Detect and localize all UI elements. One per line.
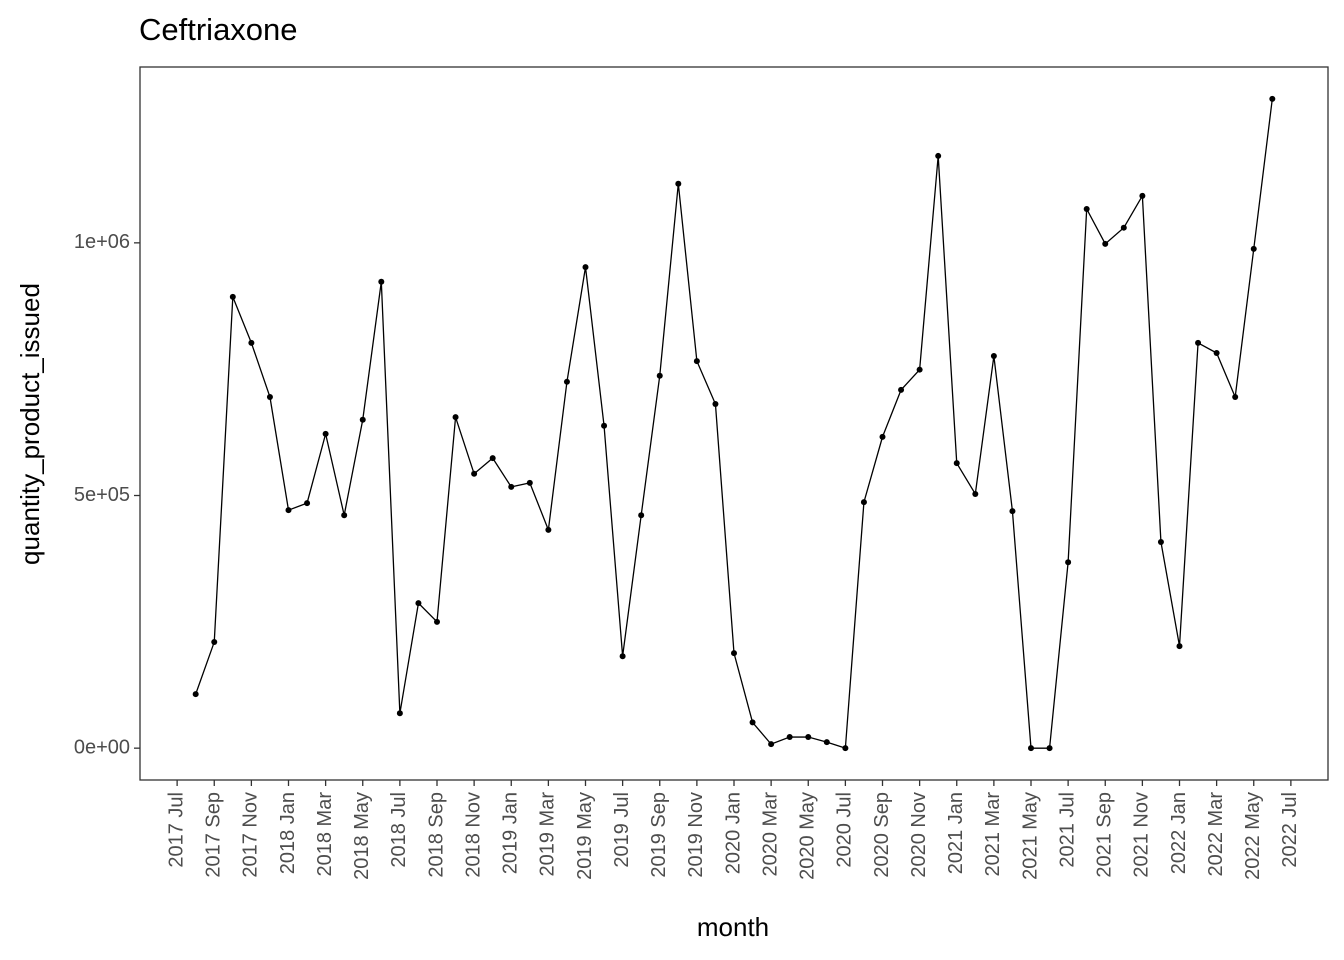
data-point [582,264,589,271]
data-point [1250,245,1257,252]
data-point [378,278,385,285]
data-point [656,372,663,379]
data-point [396,710,403,717]
data-point [898,386,905,393]
data-point [285,507,292,514]
data-point [972,490,979,497]
x-tick-label: 2018 Jul [388,792,410,868]
data-point [508,483,515,490]
data-point [1213,350,1220,357]
data-point [768,741,775,748]
data-point [860,499,867,506]
data-point [1195,339,1202,346]
y-tick-label: 1e+06 [74,231,130,253]
x-tick-label: 2022 Jul [1279,792,1301,868]
data-point [805,734,812,741]
x-tick-label: 2020 Nov [908,792,930,878]
data-point [1065,559,1072,566]
data-point [842,745,849,752]
data-point [415,600,422,607]
x-tick-label: 2019 Jan [500,792,522,874]
x-axis-title: month [697,912,769,942]
data-point [1009,508,1016,515]
data-point [266,393,273,400]
x-tick-label: 2018 Nov [462,792,484,878]
data-point [749,719,756,726]
data-point [1028,745,1034,752]
x-tick-label: 2019 Nov [685,792,707,878]
x-tick-label: 2021 Nov [1131,792,1153,878]
data-point [601,422,608,429]
data-point [990,353,997,360]
x-tick-label: 2022 May [1242,792,1264,880]
data-point [248,339,255,346]
data-point [1139,192,1146,199]
x-tick-label: 2022 Jan [1168,792,1190,874]
chart-title: Ceftriaxone [139,12,298,47]
data-point [1046,745,1053,752]
data-point [1083,205,1090,212]
x-tick-label: 2021 Jul [1056,792,1078,868]
x-tick-label: 2019 Mar [537,792,559,877]
y-tick-label: 5e+05 [74,484,130,506]
data-point [953,460,960,467]
x-tick-label: 2019 Jul [611,792,633,868]
data-point [192,691,199,698]
x-tick-label: 2020 Jan [722,792,744,874]
y-axis-title: quantity_product_issued [15,283,45,565]
data-point [731,650,737,657]
data-point [304,500,311,507]
data-point [1232,393,1239,400]
x-tick-label: 2018 Mar [314,792,336,877]
data-point [712,401,719,408]
plot-panel [139,66,1329,781]
x-tick-label: 2018 Jan [277,792,299,874]
x-tick-label: 2021 Sep [1094,792,1116,878]
data-point [693,358,700,365]
data-point [916,366,923,373]
data-point [638,512,645,519]
data-point [322,430,329,437]
data-point [489,455,496,462]
x-tick-label: 2019 Sep [648,792,670,878]
data-point [879,433,886,440]
x-tick-label: 2017 Sep [203,792,225,878]
data-point [675,180,682,187]
data-point [1269,95,1276,102]
data-point [1176,643,1183,650]
data-point [452,414,459,421]
x-tick-label: 2017 Jul [165,792,187,868]
x-tick-label: 2021 May [1019,792,1041,880]
data-point [1102,240,1109,247]
x-tick-label: 2020 Mar [759,792,781,877]
x-tick-label: 2019 May [574,792,596,880]
data-point [619,653,626,660]
x-tick-label: 2020 Jul [834,792,856,868]
data-point [935,152,942,159]
data-point [471,470,478,477]
data-point [211,639,218,646]
x-tick-label: 2017 Nov [240,792,262,878]
x-tick-label: 2022 Mar [1205,792,1227,877]
data-point [545,526,552,533]
x-tick-label: 2018 Sep [425,792,447,878]
data-point [526,479,533,486]
data-point [823,739,830,746]
x-tick-label: 2018 May [351,792,373,880]
x-tick-label: 2021 Mar [982,792,1004,877]
data-point [434,618,440,625]
x-tick-label: 2020 May [797,792,819,880]
x-tick-label: 2020 Sep [871,792,893,878]
y-tick-label: 0e+00 [74,736,130,758]
data-point [359,416,366,423]
data-point [229,293,236,300]
data-point [1157,538,1164,545]
x-tick-label: 2021 Jan [945,792,967,874]
data-point [563,378,570,385]
data-point [341,512,348,519]
data-point [786,734,793,741]
data-point [1120,224,1127,231]
